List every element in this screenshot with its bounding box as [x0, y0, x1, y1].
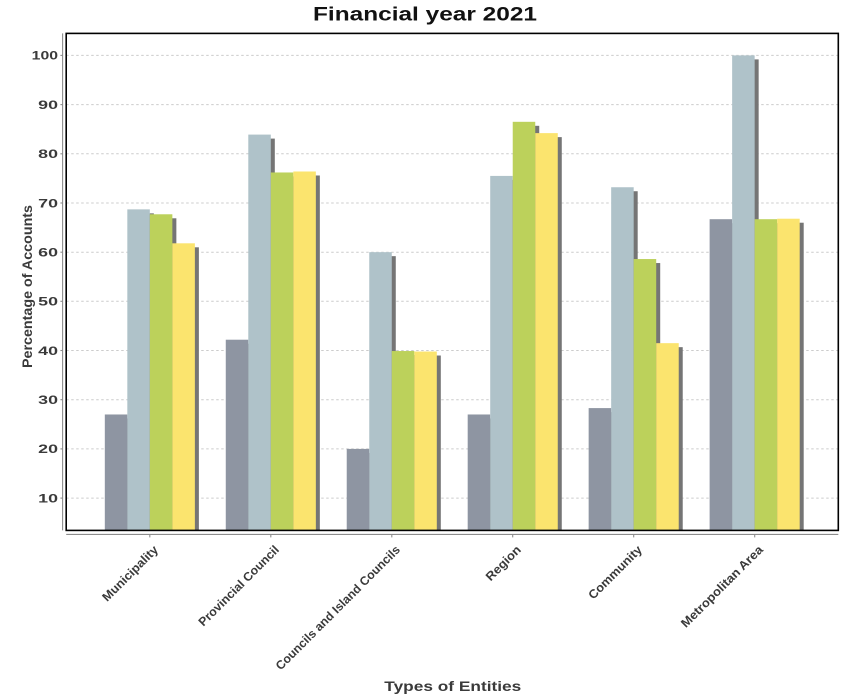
svg-text:50: 50 — [38, 295, 58, 309]
svg-text:20: 20 — [38, 442, 58, 456]
svg-text:80: 80 — [38, 147, 58, 161]
svg-text:100: 100 — [32, 49, 59, 63]
svg-text:30: 30 — [38, 393, 58, 407]
svg-text:70: 70 — [38, 196, 58, 210]
svg-text:10: 10 — [38, 491, 58, 505]
svg-text:60: 60 — [38, 246, 58, 260]
svg-text:Financial year 2021: Financial year 2021 — [313, 4, 537, 26]
svg-text:Percentage of Accounts: Percentage of Accounts — [20, 205, 35, 368]
svg-text:Types of Entities: Types of Entities — [384, 679, 521, 694]
svg-text:40: 40 — [38, 344, 58, 358]
svg-text:90: 90 — [38, 98, 58, 112]
